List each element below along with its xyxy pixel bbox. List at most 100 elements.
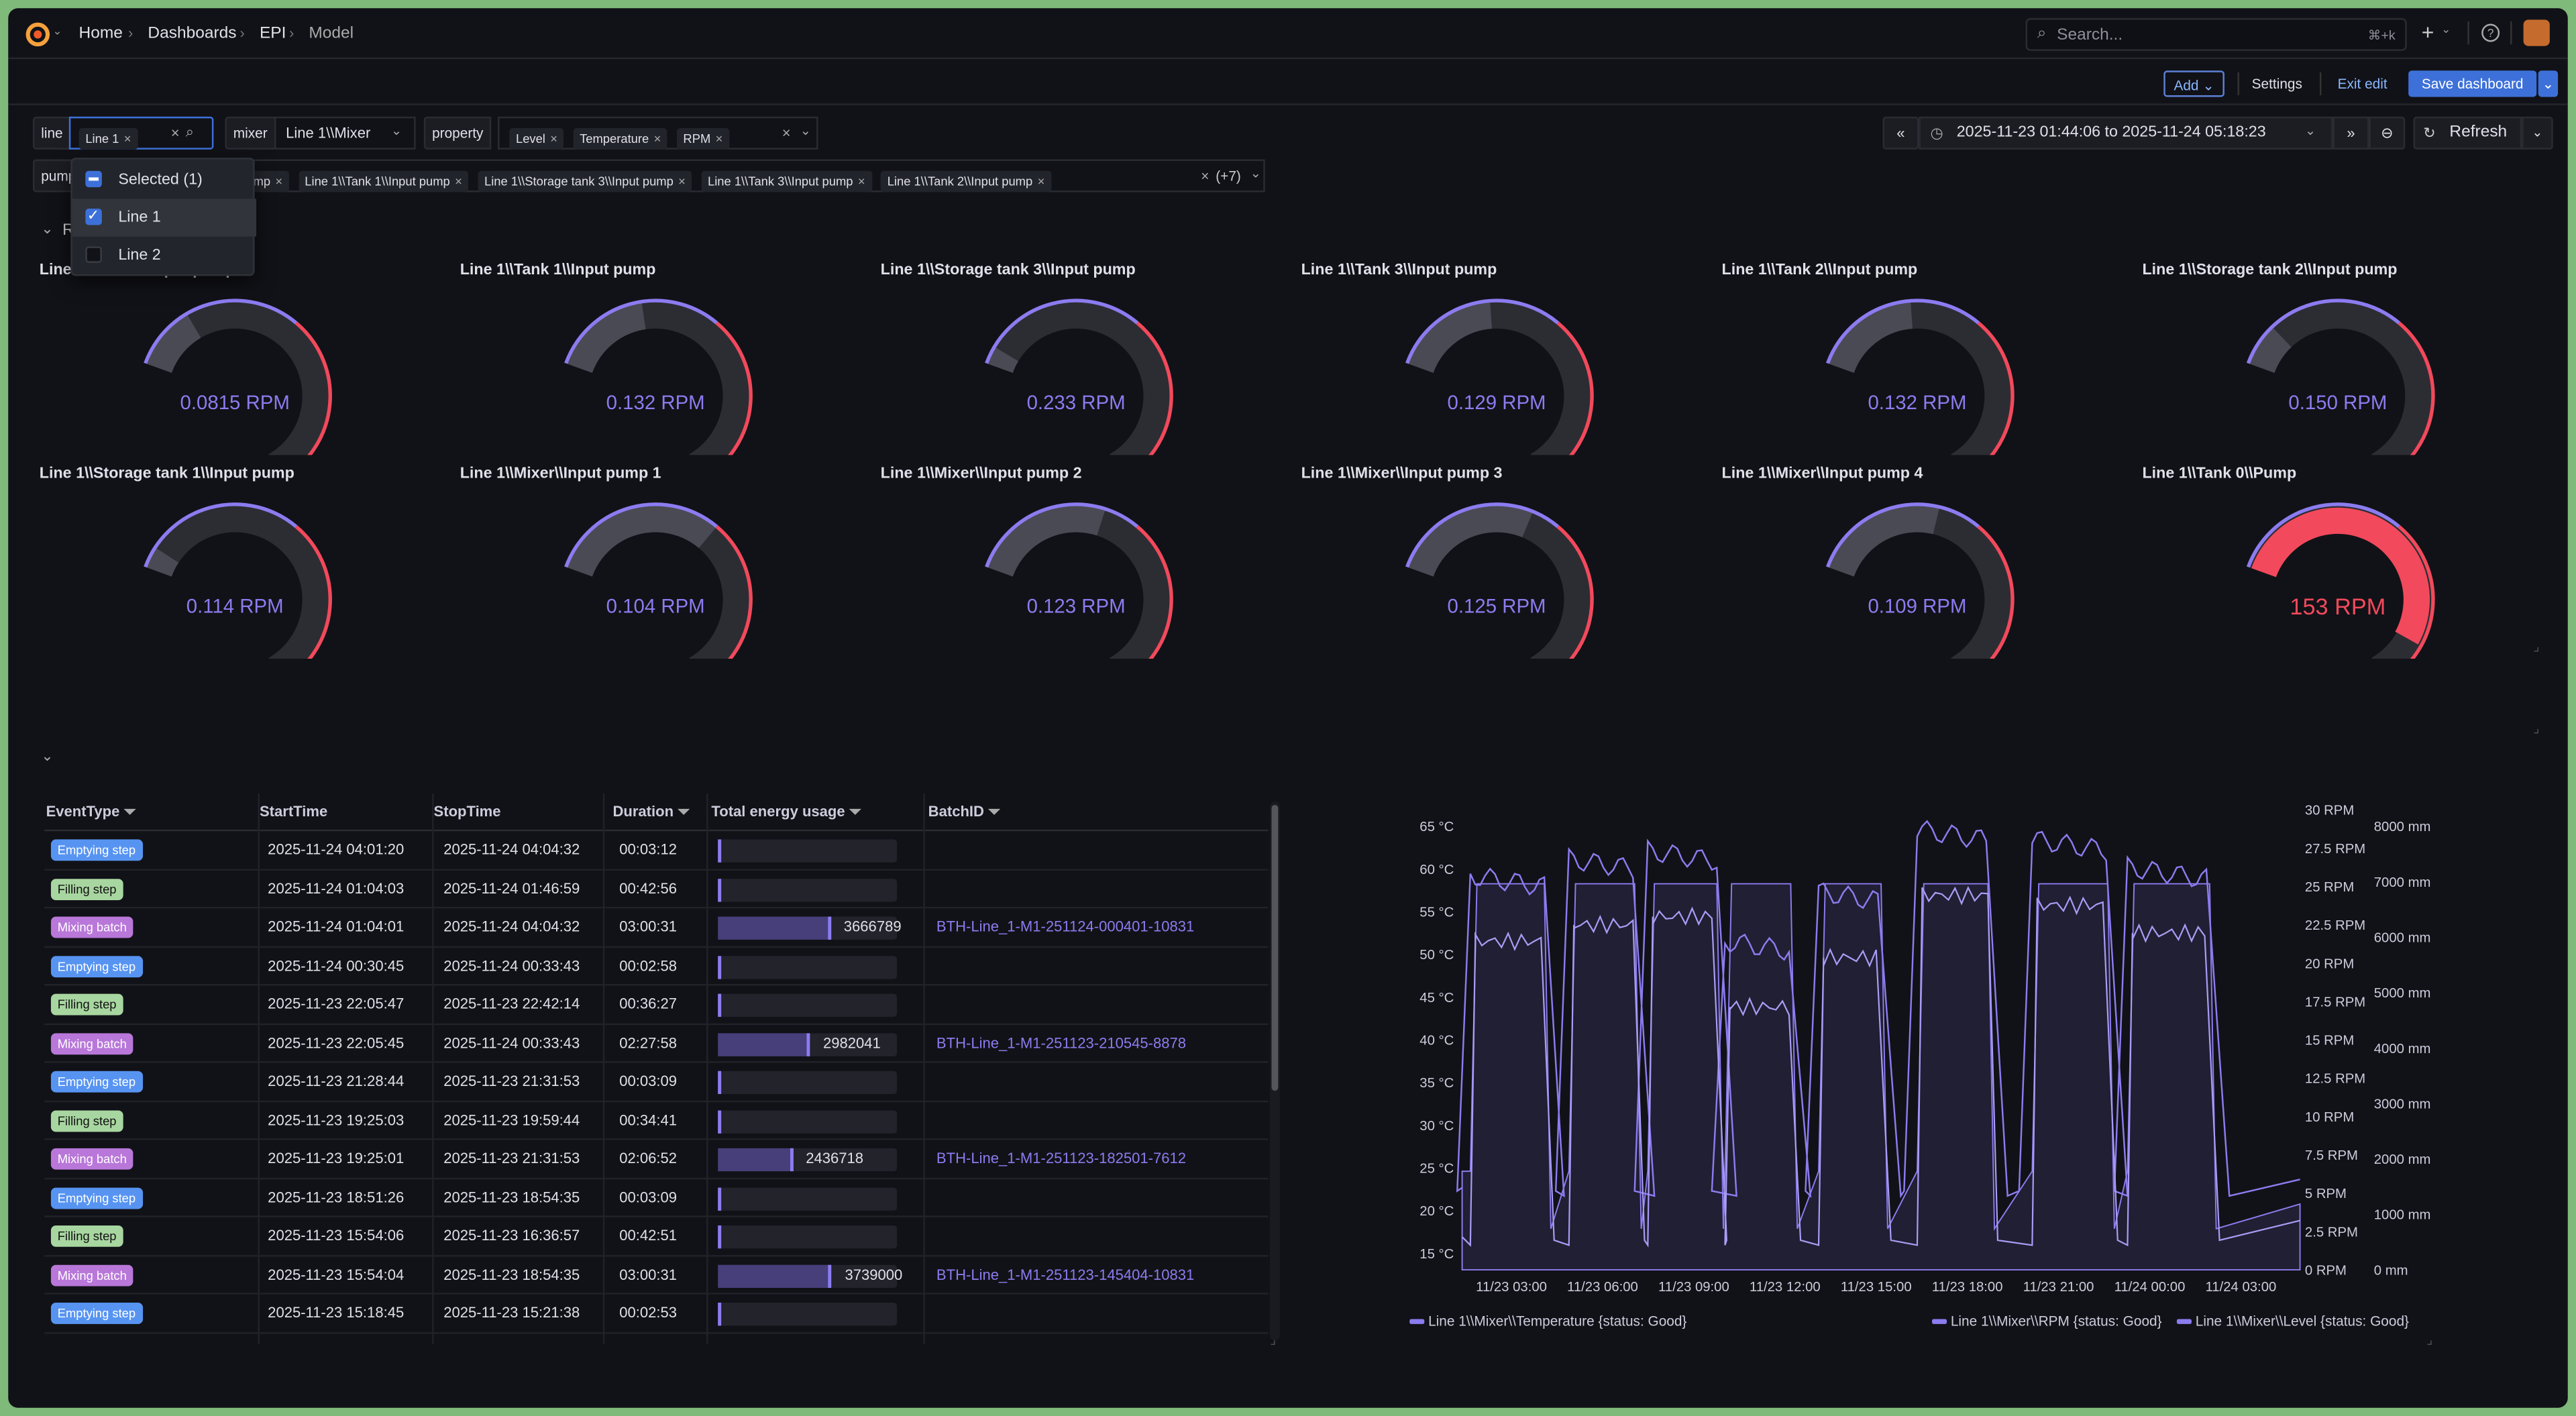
chip-line-1[interactable]: Line 1 ×: [78, 128, 138, 150]
table-row[interactable]: Mixing batch 2025-11-23 15:54:04 2025-11-2…: [44, 1256, 1269, 1295]
add-button[interactable]: Add ⌄: [2163, 70, 2224, 97]
remove-icon[interactable]: ×: [455, 174, 462, 189]
y-tick-label-level: 5000 mm: [2374, 986, 2431, 1001]
col-starttime[interactable]: StartTime: [259, 803, 328, 820]
table-row[interactable]: Emptying step 2025-11-23 21:28:44 2025-11-…: [44, 1063, 1269, 1102]
chip-pump[interactable]: Line 1\\Tank 2\\Input pump ×: [880, 171, 1052, 193]
legend-item-rpm[interactable]: Line 1\\Mixer\\RPM {status: Good}: [1932, 1313, 2162, 1329]
filter-icon[interactable]: ⏷: [988, 803, 1000, 820]
remove-icon[interactable]: ×: [715, 131, 723, 147]
chip-pump[interactable]: Line 1\\Storage tank 3\\Input pump ×: [478, 171, 692, 193]
col-energy[interactable]: Total energy usage ⏷: [711, 804, 861, 822]
time-back-button[interactable]: «: [1882, 116, 1919, 150]
col-batchid[interactable]: BatchID ⏷: [928, 804, 1000, 822]
chip-temperature[interactable]: Temperature ×: [573, 128, 668, 150]
checked-checkbox-icon[interactable]: ✓: [85, 207, 102, 225]
remove-icon[interactable]: ×: [857, 174, 865, 189]
remove-icon[interactable]: ×: [123, 131, 131, 147]
col-stoptime[interactable]: StopTime: [433, 803, 501, 820]
zoom-out-icon[interactable]: ⊖: [2369, 116, 2406, 150]
y-tick-label-temp: 60 °C: [1419, 863, 1454, 877]
table-row[interactable]: Filling step 2025-11-23 15:54:06 2025-11-2…: [44, 1217, 1269, 1256]
breadcrumb-home[interactable]: Home: [78, 24, 123, 43]
resize-handle-icon[interactable]: ⌟: [2426, 1332, 2433, 1348]
table-row[interactable]: Emptying step 2025-11-24 04:01:20 2025-11-…: [44, 831, 1269, 870]
col-duration[interactable]: Duration ⏷: [612, 804, 689, 822]
avatar[interactable]: [2523, 19, 2550, 46]
batch-link[interactable]: BTH-Line_1-M1-251123-182501-7612: [936, 1150, 1187, 1166]
dropdown-item-line-1[interactable]: ✓ Line 1: [72, 199, 257, 237]
batch-link[interactable]: BTH-Line_1-M1-251124-000401-10831: [936, 918, 1195, 935]
row-collapse-chevron-icon[interactable]: ⌄: [41, 220, 54, 237]
chevron-down-icon[interactable]: ⌄: [2441, 24, 2451, 36]
table-scrollbar-track[interactable]: [1270, 802, 1280, 1341]
filter-icon[interactable]: ⏷: [678, 803, 690, 820]
filter-icon[interactable]: ⏷: [849, 803, 861, 820]
remove-icon[interactable]: ×: [1037, 174, 1045, 189]
remove-icon[interactable]: ×: [653, 131, 661, 147]
refresh-interval-chevron-icon[interactable]: ⌄: [2522, 116, 2553, 150]
chip-pump[interactable]: Line 1\\Tank 1\\Input pump ×: [298, 171, 469, 193]
batch-link[interactable]: BTH-Line_1-M1-251123-210545-8878: [936, 1034, 1187, 1051]
filter-icon[interactable]: ⏷: [123, 803, 136, 820]
gauge-threshold-ok: [1825, 502, 1980, 568]
row-collapse-chevron-icon[interactable]: ⌄: [41, 747, 54, 764]
table-row[interactable]: Filling step 2025-11-24 01:04:03 2025-11-2…: [44, 870, 1269, 909]
chip-rpm[interactable]: RPM ×: [676, 128, 730, 150]
grafana-logo-icon[interactable]: [25, 21, 51, 48]
breadcrumb-dashboards[interactable]: Dashboards: [148, 24, 237, 43]
chip-pump[interactable]: Line 1\\Tank 3\\Input pump ×: [701, 171, 872, 193]
table-row[interactable]: Emptying step 2025-11-23 18:51:26 2025-11-…: [44, 1179, 1269, 1217]
settings-button[interactable]: Settings: [2251, 75, 2302, 93]
table-scrollbar-thumb[interactable]: [1271, 805, 1279, 1091]
col-eventtype[interactable]: EventType ⏷: [46, 804, 136, 822]
resize-handle-icon[interactable]: ⌟: [1270, 1332, 1277, 1348]
legend-item-temperature[interactable]: Line 1\\Mixer\\Temperature {status: Good…: [1409, 1313, 1686, 1329]
clear-icon[interactable]: ×: [170, 125, 180, 142]
var-pump-select[interactable]: ump × Line 1\\Tank 1\\Input pump × Line 1\…: [74, 159, 1265, 193]
dropdown-item-label: Selected (1): [118, 170, 203, 189]
exit-edit-button[interactable]: Exit edit: [2337, 75, 2387, 93]
cell-energy: 3739000: [845, 1265, 903, 1283]
remove-icon[interactable]: ×: [275, 174, 283, 189]
dropdown-item-line-2[interactable]: Line 2: [72, 237, 256, 274]
plus-icon[interactable]: +: [2421, 19, 2434, 45]
time-range-picker[interactable]: ◷ 2025-11-23 01:44:06 to 2025-11-24 05:1…: [1919, 116, 2333, 150]
chevron-down-icon[interactable]: ⌄: [52, 26, 62, 38]
search-input[interactable]: ⌕ Search... ⌘+k: [2025, 17, 2407, 51]
gauge-dial: [564, 502, 753, 659]
indeterminate-checkbox-icon[interactable]: [85, 170, 102, 188]
resize-handle-icon[interactable]: ⌟: [2533, 721, 2540, 737]
var-mixer-select[interactable]: Line 1\\Mixer ⌄: [274, 116, 416, 150]
gauge-threshold-high: [1977, 525, 2015, 659]
unchecked-checkbox-icon[interactable]: [85, 246, 102, 263]
table-row[interactable]: Mixing batch 2025-11-23 22:05:45 2025-11-2…: [44, 1024, 1269, 1063]
table-row[interactable]: Emptying step 2025-11-23 15:18:45 2025-11-…: [44, 1295, 1269, 1333]
resize-handle-icon[interactable]: ⌟: [2533, 639, 2540, 654]
table-row[interactable]: Filling step 2025-11-23 19:25:03 2025-11-2…: [44, 1101, 1269, 1140]
refresh-button[interactable]: ↻ Refresh: [2413, 116, 2522, 150]
batch-link[interactable]: BTH-Line_1-M1-251123-145404-10831: [936, 1265, 1195, 1283]
var-line-select[interactable]: Line 1 × × ⌕: [68, 116, 214, 150]
help-icon[interactable]: ?: [2481, 23, 2500, 42]
chevron-down-icon: ⌄: [390, 123, 402, 138]
save-dashboard-button[interactable]: Save dashboard: [2408, 70, 2537, 97]
table-row[interactable]: Mixing batch 2025-11-24 01:04:01 2025-11-2…: [44, 908, 1269, 947]
dropdown-item-selected[interactable]: Selected (1): [72, 161, 256, 199]
clear-icon[interactable]: ×: [782, 125, 791, 142]
table-row[interactable]: Emptying step 2025-11-24 00:30:45 2025-11-…: [44, 947, 1269, 986]
gauge-threshold-high: [294, 321, 332, 455]
more-count[interactable]: (+7): [1216, 167, 1241, 184]
remove-icon[interactable]: ×: [550, 131, 558, 147]
breadcrumb-folder[interactable]: EPI: [259, 24, 286, 43]
var-property-select[interactable]: Level × Temperature × RPM × × ⌄: [498, 116, 818, 150]
gauge-title: Line 1\\Mixer\\Input pump 3: [1301, 465, 1503, 484]
time-forward-button[interactable]: »: [2332, 116, 2369, 150]
table-row[interactable]: Filling step 2025-11-23 22:05:47 2025-11-2…: [44, 985, 1269, 1024]
save-options-chevron-icon[interactable]: ⌄: [2538, 70, 2559, 97]
clear-icon[interactable]: ×: [1201, 167, 1210, 184]
legend-item-level[interactable]: Line 1\\Mixer\\Level {status: Good}: [2176, 1313, 2409, 1329]
table-row[interactable]: Mixing batch 2025-11-23 19:25:01 2025-11-2…: [44, 1140, 1269, 1179]
remove-icon[interactable]: ×: [678, 174, 686, 189]
chip-level[interactable]: Level ×: [509, 128, 564, 150]
